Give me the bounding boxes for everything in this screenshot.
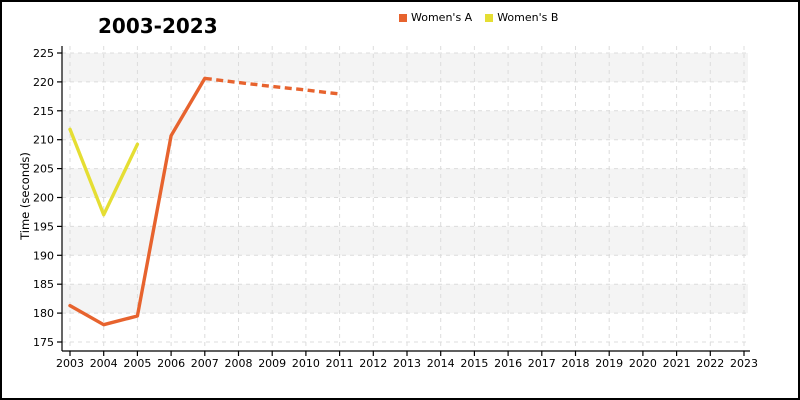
x-tick-label: 2003 (56, 357, 84, 370)
y-tick-label: 215 (33, 105, 54, 118)
series-line-women-s-b (68, 127, 140, 217)
legend-item-women-s-a: Women's A (399, 11, 472, 24)
x-tick-label: 2016 (494, 357, 522, 370)
y-tick-label: 180 (33, 307, 54, 320)
x-tick-label: 2020 (629, 357, 657, 370)
y-tick-label: 205 (33, 163, 54, 176)
plot-band (62, 168, 748, 198)
legend-swatch-women-s-b (485, 13, 494, 22)
legend-swatch-women-s-a (399, 13, 407, 22)
x-tick-label: 2015 (460, 357, 488, 370)
x-tick-label: 2014 (427, 357, 455, 370)
y-tick-label: 185 (33, 278, 54, 291)
y-tick-label: 190 (33, 249, 54, 262)
chart-title: 2003-2023 (98, 14, 218, 38)
x-tick-label: 2004 (90, 357, 118, 370)
x-tick-label: 2008 (225, 357, 253, 370)
legend-label-women-s-b: Women's B (497, 11, 559, 24)
legend-label-women-s-a: Women's A (411, 11, 473, 24)
y-tick-label: 200 (33, 192, 54, 205)
y-tick-label: 225 (33, 47, 54, 60)
x-tick-label: 2022 (696, 357, 724, 370)
x-tick-label: 2005 (123, 357, 151, 370)
x-tick-label: 2019 (595, 357, 623, 370)
x-tick-label: 2021 (663, 357, 691, 370)
y-tick-label: 195 (33, 220, 54, 233)
y-tick-label: 210 (33, 134, 54, 147)
x-tick-label: 2009 (258, 357, 286, 370)
x-tick-label: 2017 (528, 357, 556, 370)
series-line-women-s-a (68, 76, 207, 327)
plot-band (62, 53, 748, 82)
plot-band (62, 110, 748, 140)
chart-legend: Women's A Women's B (399, 11, 558, 24)
y-tick-label: 220 (33, 76, 54, 89)
x-tick-label: 2011 (326, 357, 354, 370)
plot-band (62, 226, 748, 256)
x-tick-label: 2012 (359, 357, 387, 370)
y-tick-label: 175 (33, 336, 54, 349)
x-tick-label: 2007 (191, 357, 219, 370)
x-tick-label: 2018 (562, 357, 590, 370)
x-tick-label: 2023 (730, 357, 758, 370)
x-tick-label: 2013 (393, 357, 421, 370)
plot-band (62, 284, 748, 314)
legend-item-women-s-b: Women's B (485, 11, 558, 24)
x-tick-label: 2006 (157, 357, 185, 370)
x-tick-label: 2010 (292, 357, 320, 370)
